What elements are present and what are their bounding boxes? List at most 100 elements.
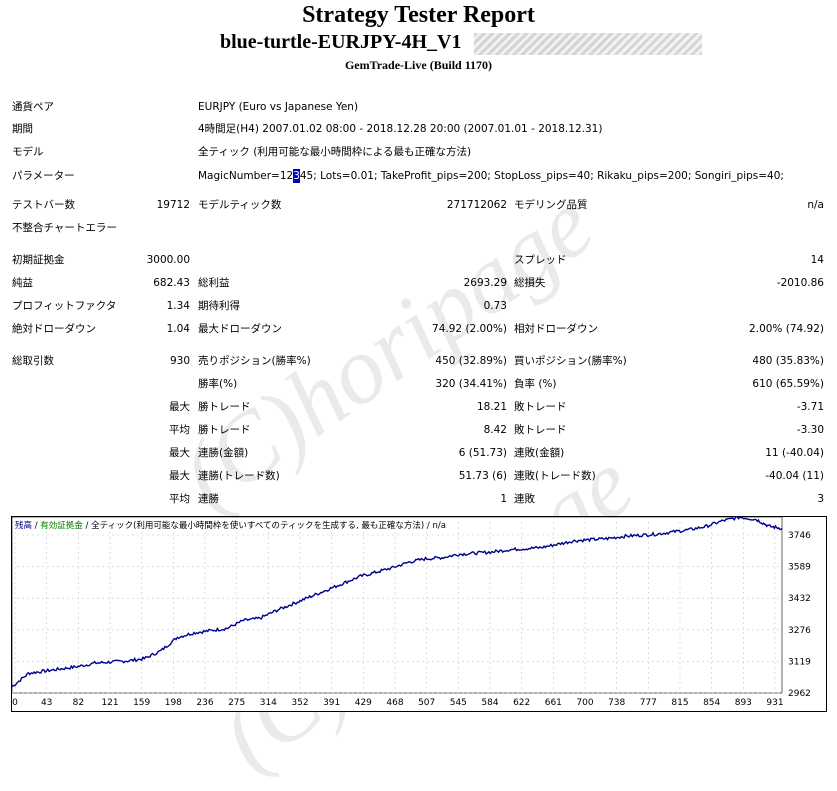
label-long-positions: 買いポジション(勝率%): [514, 355, 627, 367]
row-value-left: 51.73 (6): [458, 470, 507, 482]
ea-name: blue-turtle-EURJPY-4H_V1: [220, 31, 462, 53]
label-ticks: モデルティック数: [198, 199, 282, 211]
row-prefix: 最大: [169, 470, 190, 482]
x-tick-label: 0: [12, 698, 18, 708]
label-spread: スプレッド: [514, 254, 567, 266]
value-quality: n/a: [807, 199, 824, 211]
label-mismatch: 不整合チャートエラー: [12, 222, 117, 234]
y-tick-label: 2962: [788, 689, 811, 699]
x-tick-label: 43: [41, 698, 52, 708]
x-tick-label: 391: [323, 698, 340, 708]
label-gross-loss: 総損失: [514, 277, 546, 289]
x-tick-label: 622: [513, 698, 530, 708]
label-model: モデル: [12, 146, 44, 158]
row-label-right: 連敗: [514, 493, 535, 505]
label-deposit: 初期証拠金: [12, 254, 65, 266]
y-tick-label: 3589: [788, 563, 811, 573]
plot-area: [11, 516, 783, 694]
value-profit-factor: 1.34: [166, 300, 190, 312]
x-tick-label: 700: [576, 698, 593, 708]
label-short-positions: 売りポジション(勝率%): [198, 355, 311, 367]
x-tick-label: 275: [228, 698, 245, 708]
row-value-left: 8.42: [483, 424, 507, 436]
text-selection-caret: 3: [293, 169, 300, 183]
row-label-right: 連敗(トレード数): [514, 470, 596, 482]
legend-equity: 有効証拠金: [40, 521, 83, 531]
label-gross-profit: 総利益: [198, 277, 230, 289]
x-tick-label: 777: [640, 698, 657, 708]
label-quality: モデリング品質: [514, 199, 588, 211]
row-value-right: 3: [817, 493, 824, 505]
x-tick-label: 854: [703, 698, 720, 708]
value-ticks: 271712062: [446, 199, 507, 211]
x-tick-label: 661: [545, 698, 562, 708]
chart-legend: 残高 / 有効証拠金 / 全ティック(利用可能な最小時間枠を使いすべてのティック…: [15, 521, 446, 531]
label-expected-payoff: 期待利得: [198, 300, 240, 312]
x-tick-label: 352: [291, 698, 308, 708]
x-tick-label: 931: [766, 698, 783, 708]
row-value-right: -3.71: [796, 401, 824, 413]
value-loss-rate: 610 (65.59%): [752, 378, 824, 390]
row-label-left: 連勝(金額): [198, 447, 249, 459]
value-spread: 14: [810, 254, 824, 266]
value-relative-drawdown: 2.00% (74.92): [749, 323, 824, 335]
x-tick-label: 159: [133, 698, 150, 708]
row-value-right: -40.04 (11): [765, 470, 824, 482]
x-tick-label: 468: [386, 698, 403, 708]
row-label-left: 勝トレード: [198, 401, 251, 413]
row-label-left: 連勝: [198, 493, 219, 505]
y-tick-label: 3432: [788, 594, 811, 604]
x-tick-label: 82: [73, 698, 84, 708]
row-prefix: 最大: [169, 401, 190, 413]
value-long-positions: 480 (35.83%): [752, 355, 824, 367]
label-symbol: 通貨ペア: [12, 101, 54, 113]
label-total-trades: 総取引数: [12, 355, 54, 367]
row-prefix: 平均: [169, 493, 190, 505]
label-absolute-drawdown: 絶対ドローダウン: [12, 323, 96, 335]
balance-chart: 3746 3589 3432 3276 3119 2962 0 43 82 121 159 198 23…: [11, 516, 827, 712]
x-tick-label: 198: [165, 698, 182, 708]
row-prefix: 最大: [169, 447, 190, 459]
value-deposit: 3000.00: [146, 254, 190, 266]
value-max-drawdown: 74.92 (2.00%): [432, 323, 507, 335]
x-tick-label: 893: [735, 698, 752, 708]
redacted-block: [474, 33, 702, 55]
label-bars: テストバー数: [12, 199, 75, 211]
legend-balance: 残高: [15, 521, 33, 531]
report-title: Strategy Tester Report: [302, 2, 535, 28]
value-period: 4時間足(H4) 2007.01.02 08:00 - 2018.12.28 2…: [198, 123, 603, 135]
legend-model: 全ティック(利用可能な最小時間枠を使いすべてのティックを生成する, 最も正確な方…: [91, 521, 425, 531]
value-short-positions: 450 (32.89%): [435, 355, 507, 367]
row-label-right: 連敗(金額): [514, 447, 565, 459]
value-parameters[interactable]: MagicNumber=12345; Lots=0.01; TakeProfit…: [198, 169, 784, 183]
row-label-right: 敗トレード: [514, 401, 567, 413]
row-value-left: 18.21: [476, 401, 507, 413]
label-profit-factor: プロフィットファクタ: [12, 300, 117, 312]
row-value-right: 11 (-40.04): [765, 447, 824, 459]
label-net-profit: 純益: [12, 277, 33, 289]
label-relative-drawdown: 相対ドローダウン: [514, 323, 598, 335]
value-gross-profit: 2693.29: [463, 277, 507, 289]
row-value-left: 1: [500, 493, 507, 505]
param-text-post: 45; Lots=0.01; TakeProfit_pips=200; Stop…: [299, 170, 784, 182]
x-tick-label: 121: [101, 698, 118, 708]
x-tick-label: 507: [418, 698, 435, 708]
x-tick-label: 236: [196, 698, 213, 708]
value-symbol: EURJPY (Euro vs Japanese Yen): [198, 101, 359, 113]
value-bars: 19712: [156, 199, 190, 211]
legend-quality: n/a: [432, 521, 446, 531]
value-expected-payoff: 0.73: [483, 300, 507, 312]
value-absolute-drawdown: 1.04: [166, 323, 190, 335]
server-build: GemTrade-Live (Build 1170): [344, 58, 493, 72]
value-win-rate: 320 (34.41%): [435, 378, 507, 390]
row-label-left: 勝トレード: [198, 424, 251, 436]
value-model: 全ティック (利用可能な最小時間枠による最も正確な方法): [198, 146, 472, 158]
row-label-right: 敗トレード: [514, 424, 567, 436]
x-tick-label: 545: [450, 698, 467, 708]
row-prefix: 平均: [169, 424, 190, 436]
x-tick-label: 815: [671, 698, 688, 708]
x-tick-label: 584: [481, 698, 498, 708]
row-label-left: 連勝(トレード数): [198, 470, 280, 482]
x-tick-label: 429: [355, 698, 372, 708]
label-period: 期間: [12, 123, 33, 135]
